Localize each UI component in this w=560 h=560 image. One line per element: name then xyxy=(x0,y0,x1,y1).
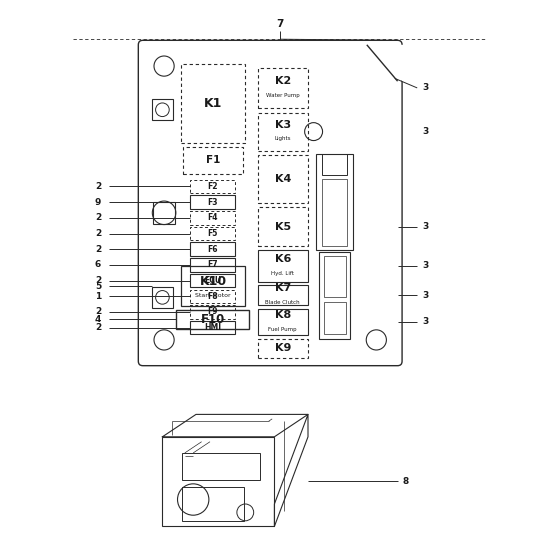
Text: F6: F6 xyxy=(208,245,218,254)
Bar xyxy=(316,154,353,250)
Text: 4: 4 xyxy=(95,315,101,324)
Text: K10: K10 xyxy=(199,275,227,288)
Text: F5: F5 xyxy=(208,229,218,238)
Text: 2: 2 xyxy=(95,229,101,238)
Bar xyxy=(190,180,235,193)
Text: K8: K8 xyxy=(274,310,291,320)
Bar xyxy=(190,305,235,319)
Text: K5: K5 xyxy=(275,222,291,232)
Text: K3: K3 xyxy=(275,120,291,130)
Text: Water Pump: Water Pump xyxy=(266,93,300,97)
Text: 1: 1 xyxy=(95,292,101,301)
Bar xyxy=(319,252,350,339)
Text: 2: 2 xyxy=(95,245,101,254)
Text: F4: F4 xyxy=(208,213,218,222)
Bar xyxy=(190,227,235,240)
Bar xyxy=(190,195,235,209)
Text: 7: 7 xyxy=(276,19,284,29)
Bar xyxy=(258,339,308,358)
Text: 5: 5 xyxy=(95,282,101,291)
Text: 3: 3 xyxy=(422,262,429,270)
Text: Blade Clutch: Blade Clutch xyxy=(265,300,300,305)
Bar xyxy=(182,453,260,480)
Text: 9: 9 xyxy=(95,198,101,207)
Text: K4: K4 xyxy=(274,174,291,184)
Bar xyxy=(258,113,308,151)
Bar xyxy=(322,179,347,246)
Text: F1: F1 xyxy=(206,156,220,165)
Polygon shape xyxy=(367,45,403,81)
Bar xyxy=(190,274,235,287)
Bar xyxy=(176,310,249,329)
Text: 2: 2 xyxy=(95,276,101,285)
Bar xyxy=(182,487,244,521)
Text: F7: F7 xyxy=(208,260,218,269)
Bar xyxy=(190,290,235,303)
Bar xyxy=(181,64,245,143)
Text: F9: F9 xyxy=(208,307,218,316)
Text: F8: F8 xyxy=(208,292,218,301)
Bar xyxy=(181,266,245,306)
Text: F3: F3 xyxy=(208,198,218,207)
Text: Start Motor: Start Motor xyxy=(195,292,231,297)
Bar xyxy=(190,321,235,334)
Bar xyxy=(152,287,173,308)
Text: Fuel Pump: Fuel Pump xyxy=(268,327,297,332)
Bar xyxy=(190,242,235,256)
Text: K9: K9 xyxy=(274,343,291,353)
Text: 3: 3 xyxy=(422,222,429,231)
Text: 6: 6 xyxy=(95,260,101,269)
Text: F2: F2 xyxy=(208,182,218,191)
Bar xyxy=(324,302,346,334)
Bar xyxy=(322,154,347,175)
Text: ECU: ECU xyxy=(204,276,221,285)
Bar xyxy=(152,99,173,120)
Text: F10: F10 xyxy=(200,312,225,326)
Bar xyxy=(258,155,308,203)
Text: Hyd. Lift: Hyd. Lift xyxy=(272,271,294,276)
Text: Lights: Lights xyxy=(274,137,291,141)
Text: 3: 3 xyxy=(422,318,429,326)
Bar xyxy=(258,309,308,335)
Text: K2: K2 xyxy=(274,76,291,86)
Bar xyxy=(190,258,235,272)
Bar xyxy=(162,437,274,526)
Text: K7: K7 xyxy=(274,283,291,293)
Text: K6: K6 xyxy=(274,254,291,264)
Bar xyxy=(324,256,346,297)
Text: 2: 2 xyxy=(95,182,101,191)
Bar xyxy=(258,250,308,282)
Text: 3: 3 xyxy=(422,291,429,300)
Bar xyxy=(153,202,175,224)
Text: 2: 2 xyxy=(95,307,101,316)
Text: 2: 2 xyxy=(95,323,101,332)
Text: K1: K1 xyxy=(204,97,222,110)
Bar xyxy=(258,207,308,246)
Bar xyxy=(258,68,308,108)
Bar xyxy=(258,285,308,305)
Text: 2: 2 xyxy=(95,213,101,222)
Text: HMI: HMI xyxy=(204,323,221,332)
Text: 3: 3 xyxy=(422,83,429,92)
Text: 3: 3 xyxy=(422,127,429,136)
Text: 8: 8 xyxy=(403,477,409,486)
Bar xyxy=(190,211,235,225)
Bar xyxy=(183,147,243,174)
